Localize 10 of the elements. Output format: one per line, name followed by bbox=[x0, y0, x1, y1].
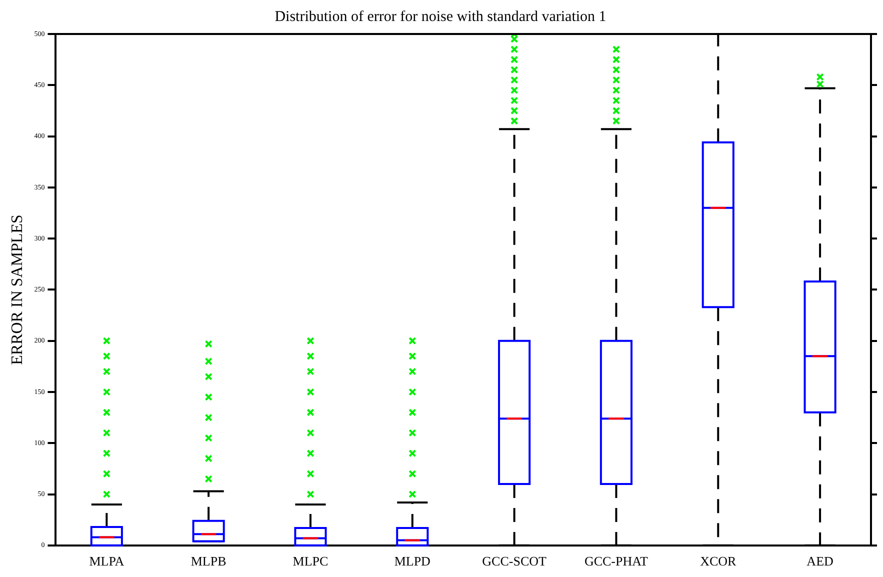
x-tick-label: GCC-PHAT bbox=[584, 554, 648, 569]
x-tick-label: XCOR bbox=[700, 554, 737, 569]
x-tick-label: GCC-SCOT bbox=[482, 554, 547, 569]
x-tick-label: MLPB bbox=[190, 554, 227, 569]
x-tick-label: MLPC bbox=[292, 554, 328, 569]
chart-title: Distribution of error for noise with standard variation 1 bbox=[274, 8, 606, 25]
x-tick-label: AED bbox=[806, 554, 834, 569]
x-tick-label: MLPD bbox=[394, 554, 430, 569]
y-axis-title: ERROR IN SAMPLES bbox=[8, 214, 26, 365]
x-tick-label: MLPA bbox=[89, 554, 125, 569]
